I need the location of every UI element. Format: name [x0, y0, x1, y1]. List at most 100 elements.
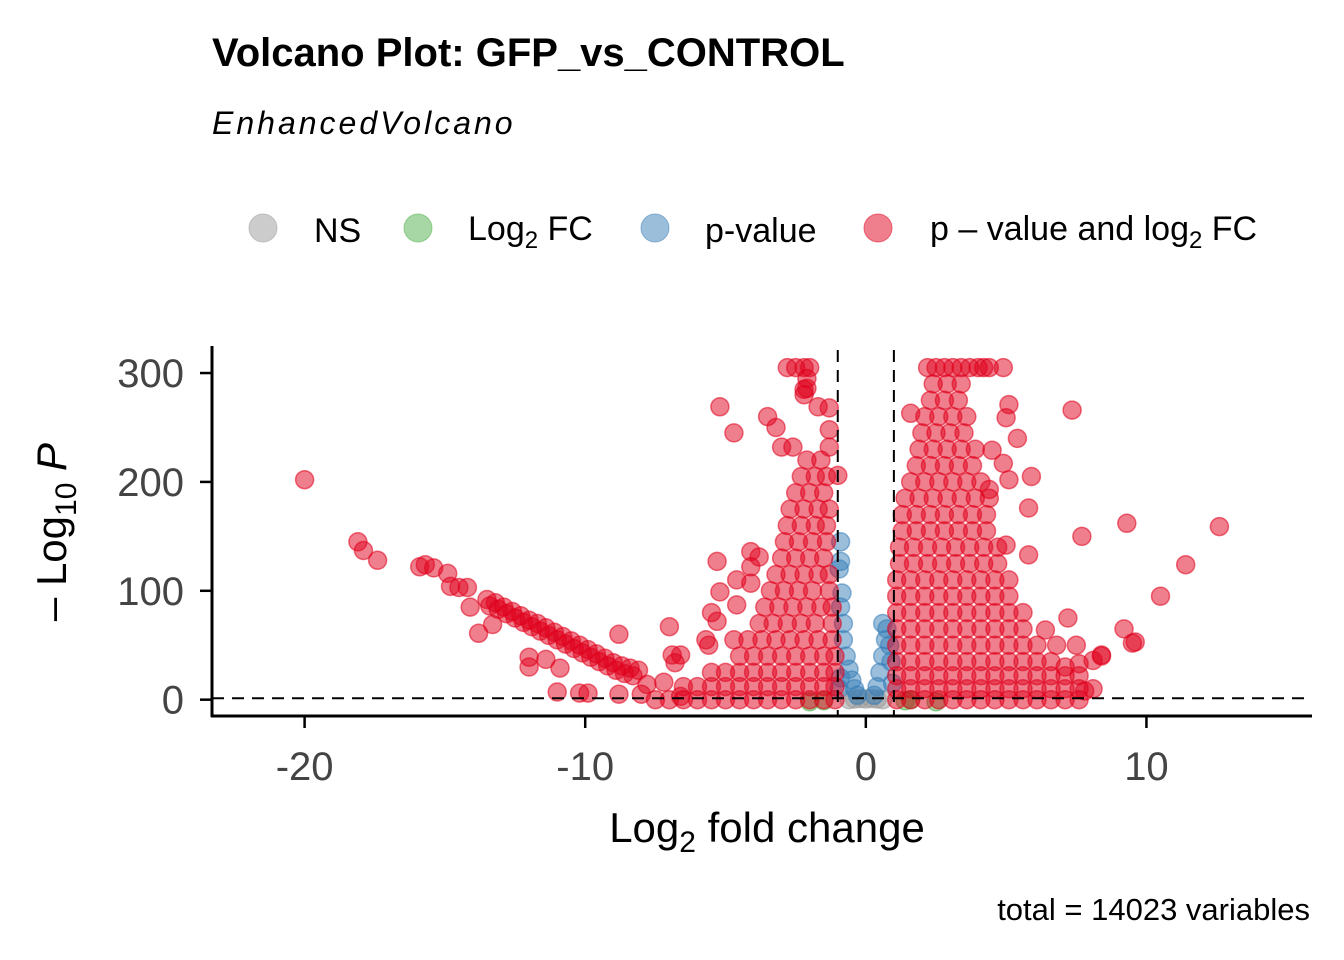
point-both [976, 521, 997, 541]
point-both [578, 683, 598, 703]
point-both [1062, 400, 1082, 420]
point-both [948, 390, 969, 411]
point-both [1066, 635, 1087, 655]
point-both [1117, 513, 1137, 534]
y-tick-label: 200 [117, 461, 184, 505]
y-tick-label: 100 [117, 570, 184, 614]
point-both [1058, 608, 1078, 628]
point-both [665, 652, 685, 673]
point-both [1027, 635, 1047, 655]
point-both [965, 439, 986, 460]
chart-caption: total = 14023 variables [997, 892, 1310, 927]
point-both [813, 483, 834, 503]
point-both [999, 586, 1019, 606]
point-both [1018, 545, 1039, 565]
point-both [999, 469, 1019, 490]
y-axis-ticks: 0 100 200 300 [117, 352, 212, 723]
point-both [294, 469, 315, 490]
point-both [1013, 619, 1033, 639]
point-both [973, 357, 994, 378]
point-both [954, 423, 974, 443]
legend-label-ns: NS [314, 212, 361, 250]
point-both [819, 437, 840, 457]
point-both [957, 406, 977, 427]
point-both [468, 623, 489, 644]
legend-key-pvalue [640, 213, 670, 243]
y-axis-title: – Log10 P [28, 443, 83, 621]
x-tick-label: 10 [1124, 745, 1169, 789]
x-axis-ticks: -20 -10 0 10 [276, 716, 1169, 789]
point-both [550, 658, 570, 678]
point-both [1018, 498, 1039, 518]
point-both [698, 635, 719, 655]
y-tick-label: 0 [162, 679, 184, 723]
point-both [802, 581, 823, 601]
point-both [819, 499, 840, 519]
point-both [1046, 635, 1067, 655]
legend-key-pvalue-and-log2fc [863, 213, 893, 243]
point-both [623, 665, 643, 686]
point-both [794, 385, 814, 405]
data-points [294, 357, 1230, 712]
point-both [1150, 586, 1171, 606]
point-both [1091, 645, 1112, 665]
point-both [710, 397, 730, 417]
point-both [816, 532, 837, 552]
legend-label-pvalue: p-value [705, 212, 817, 250]
point-both [1021, 466, 1042, 487]
x-axis-title: Log2 fold change [609, 804, 925, 859]
point-both [1175, 554, 1196, 575]
point-both [710, 582, 730, 602]
point-both [741, 573, 761, 593]
cutoff-lines [212, 350, 1312, 716]
point-both [1007, 428, 1028, 449]
point-both [996, 535, 1016, 555]
point-both [654, 672, 674, 692]
legend: NS Log2 FC p-value p – value and log2 FC [248, 210, 1257, 254]
point-both [993, 453, 1014, 474]
point-both [962, 455, 983, 476]
chart-subtitle: EnhancedVolcano [212, 105, 516, 141]
legend-key-log2fc [403, 213, 433, 243]
point-both [749, 547, 769, 567]
point-both [707, 611, 727, 632]
point-both [771, 437, 792, 457]
point-both [1125, 632, 1145, 652]
point-both [460, 597, 480, 617]
point-both [1013, 602, 1033, 623]
point-both [805, 613, 826, 634]
legend-label-pvalue-and-log2fc: p – value and log2 FC [930, 210, 1257, 254]
point-both [819, 581, 840, 601]
point-both [808, 397, 828, 417]
point-both [1072, 526, 1092, 547]
point-both [987, 553, 1008, 574]
point-both [766, 417, 786, 438]
x-tick-label: -10 [556, 745, 614, 789]
point-both [609, 624, 629, 645]
point-both [979, 479, 1000, 500]
x-tick-label: 0 [855, 745, 877, 789]
point-both [353, 540, 374, 561]
x-tick-label: -20 [276, 745, 334, 789]
point-both [816, 515, 837, 536]
point-both [367, 550, 388, 571]
point-both [993, 357, 1014, 378]
point-both [724, 423, 744, 443]
point-both [951, 374, 971, 394]
point-both [999, 570, 1019, 590]
point-both [609, 684, 629, 704]
legend-label-log2fc: Log2 FC [468, 210, 593, 254]
point-both [457, 577, 478, 598]
chart-title: Volcano Plot: GFP_vs_CONTROL [212, 31, 845, 75]
point-both [976, 504, 997, 525]
point-both [825, 662, 845, 683]
point-both [536, 649, 556, 670]
point-both [1035, 620, 1056, 640]
point-both [547, 682, 567, 702]
point-both [819, 564, 840, 585]
point-both [900, 403, 921, 424]
point-both [1074, 681, 1095, 701]
point-both [726, 595, 747, 615]
point-both [825, 646, 845, 666]
